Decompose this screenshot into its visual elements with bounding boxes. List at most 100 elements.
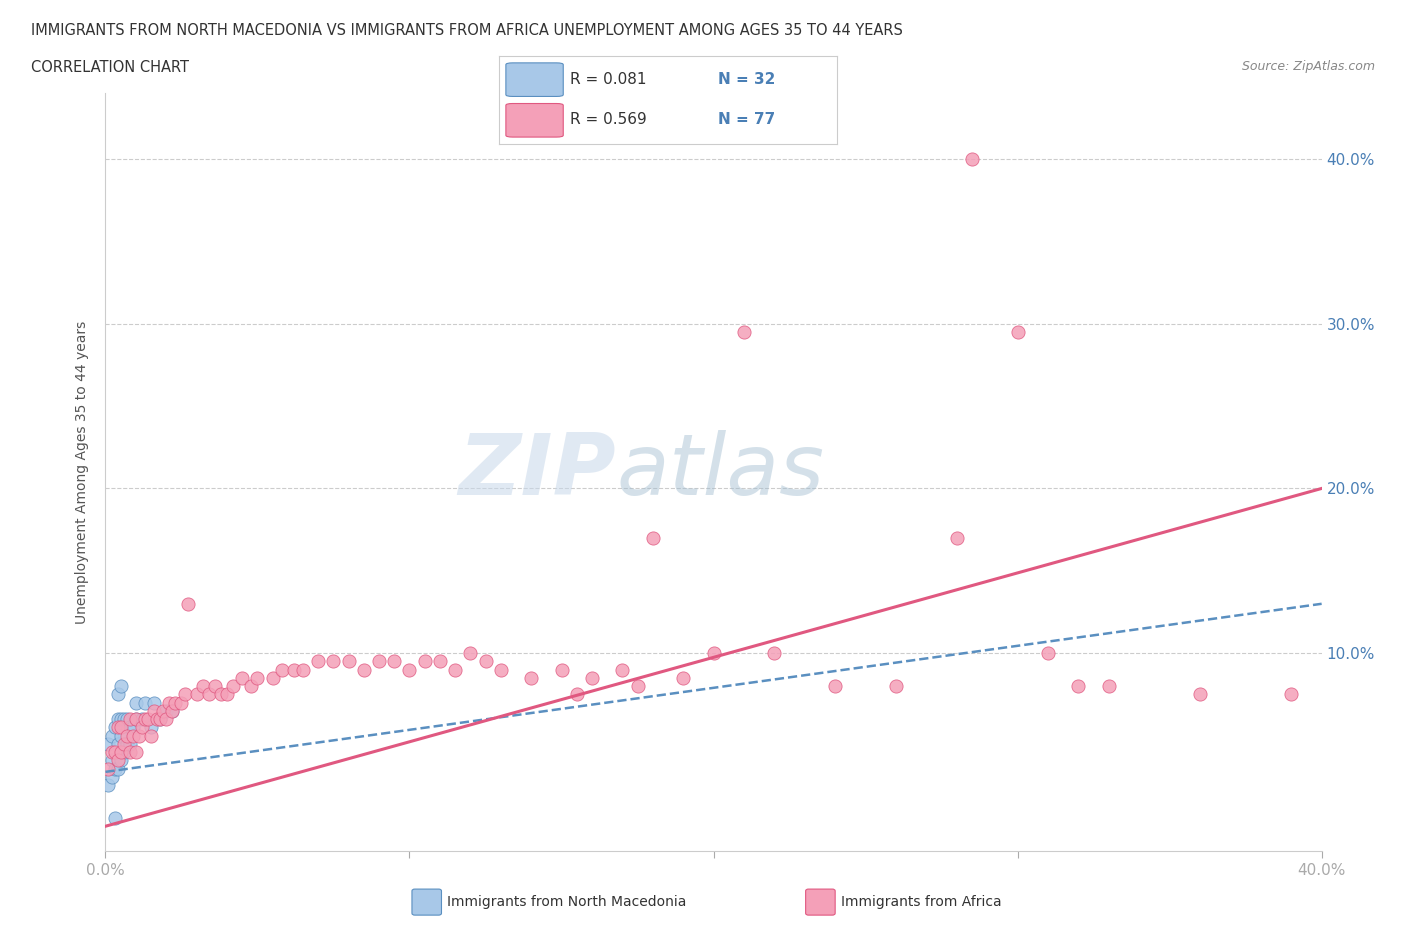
Point xyxy=(641,530,664,545)
Point xyxy=(270,662,292,677)
Text: Immigrants from Africa: Immigrants from Africa xyxy=(841,895,1001,910)
Point xyxy=(115,728,138,743)
Point xyxy=(107,761,129,776)
Point xyxy=(110,720,132,735)
Text: Immigrants from North Macedonia: Immigrants from North Macedonia xyxy=(447,895,686,910)
Point xyxy=(100,753,122,768)
FancyBboxPatch shape xyxy=(506,63,564,97)
Point xyxy=(884,679,907,694)
Point xyxy=(100,769,122,784)
Point xyxy=(292,662,315,677)
Point xyxy=(231,671,253,685)
Point xyxy=(143,703,166,718)
Point xyxy=(626,679,648,694)
Point xyxy=(134,696,156,711)
Point xyxy=(112,737,135,751)
Point xyxy=(337,654,360,669)
Point xyxy=(110,753,132,768)
Point xyxy=(118,737,141,751)
Point xyxy=(121,728,143,743)
Point xyxy=(581,671,603,685)
Point xyxy=(131,711,153,726)
Point xyxy=(222,679,245,694)
Point xyxy=(763,645,786,660)
Point xyxy=(107,687,129,702)
Point xyxy=(100,728,122,743)
Point xyxy=(307,654,329,669)
Point xyxy=(217,687,239,702)
Point xyxy=(1279,687,1302,702)
Point xyxy=(107,711,129,726)
Point xyxy=(152,703,174,718)
Point xyxy=(134,711,156,726)
Point xyxy=(97,761,120,776)
Point xyxy=(246,671,269,685)
Text: N = 77: N = 77 xyxy=(718,112,776,126)
Point xyxy=(1067,679,1090,694)
Point xyxy=(110,679,132,694)
Y-axis label: Unemployment Among Ages 35 to 44 years: Unemployment Among Ages 35 to 44 years xyxy=(76,320,90,624)
Point xyxy=(474,654,496,669)
Point xyxy=(121,720,143,735)
Point xyxy=(198,687,221,702)
Point xyxy=(118,745,141,760)
Point xyxy=(672,671,695,685)
Point xyxy=(157,696,180,711)
Point xyxy=(125,696,148,711)
Point xyxy=(125,711,148,726)
Text: N = 32: N = 32 xyxy=(718,73,776,87)
Point xyxy=(444,662,467,677)
Point xyxy=(97,737,120,751)
FancyBboxPatch shape xyxy=(506,103,564,137)
Point xyxy=(146,711,169,726)
Point xyxy=(103,811,125,826)
Point xyxy=(176,596,198,611)
Point xyxy=(162,703,184,718)
Point xyxy=(110,745,132,760)
Point xyxy=(262,671,284,685)
Point xyxy=(136,711,159,726)
Text: atlas: atlas xyxy=(616,431,824,513)
Point xyxy=(112,711,135,726)
Point xyxy=(103,720,125,735)
Point xyxy=(115,737,138,751)
Point xyxy=(204,679,226,694)
Point xyxy=(209,687,232,702)
Point xyxy=(149,711,172,726)
Text: IMMIGRANTS FROM NORTH MACEDONIA VS IMMIGRANTS FROM AFRICA UNEMPLOYMENT AMONG AGE: IMMIGRANTS FROM NORTH MACEDONIA VS IMMIG… xyxy=(31,23,903,38)
Point xyxy=(118,711,141,726)
Point xyxy=(149,711,172,726)
Point xyxy=(960,152,983,166)
Point xyxy=(824,679,846,694)
Text: CORRELATION CHART: CORRELATION CHART xyxy=(31,60,188,75)
Point xyxy=(139,728,162,743)
Point xyxy=(186,687,208,702)
Point xyxy=(1036,645,1059,660)
Point xyxy=(162,703,184,718)
Point xyxy=(1098,679,1121,694)
Point xyxy=(612,662,634,677)
Text: R = 0.081: R = 0.081 xyxy=(569,73,647,87)
Point xyxy=(429,654,451,669)
Point xyxy=(118,720,141,735)
Point xyxy=(382,654,405,669)
Point xyxy=(1007,325,1029,339)
Point xyxy=(945,530,967,545)
Point xyxy=(353,662,375,677)
Point xyxy=(191,679,214,694)
Point xyxy=(240,679,263,694)
Point xyxy=(368,654,391,669)
Point xyxy=(139,720,162,735)
Point xyxy=(458,645,481,660)
Point xyxy=(143,696,166,711)
Text: ZIP: ZIP xyxy=(458,431,616,513)
Point xyxy=(155,703,177,718)
Point xyxy=(398,662,420,677)
Point xyxy=(110,711,132,726)
Point xyxy=(165,696,187,711)
Point xyxy=(103,761,125,776)
Point xyxy=(170,696,193,711)
Point xyxy=(173,687,195,702)
Point xyxy=(125,711,148,726)
Point xyxy=(131,720,153,735)
